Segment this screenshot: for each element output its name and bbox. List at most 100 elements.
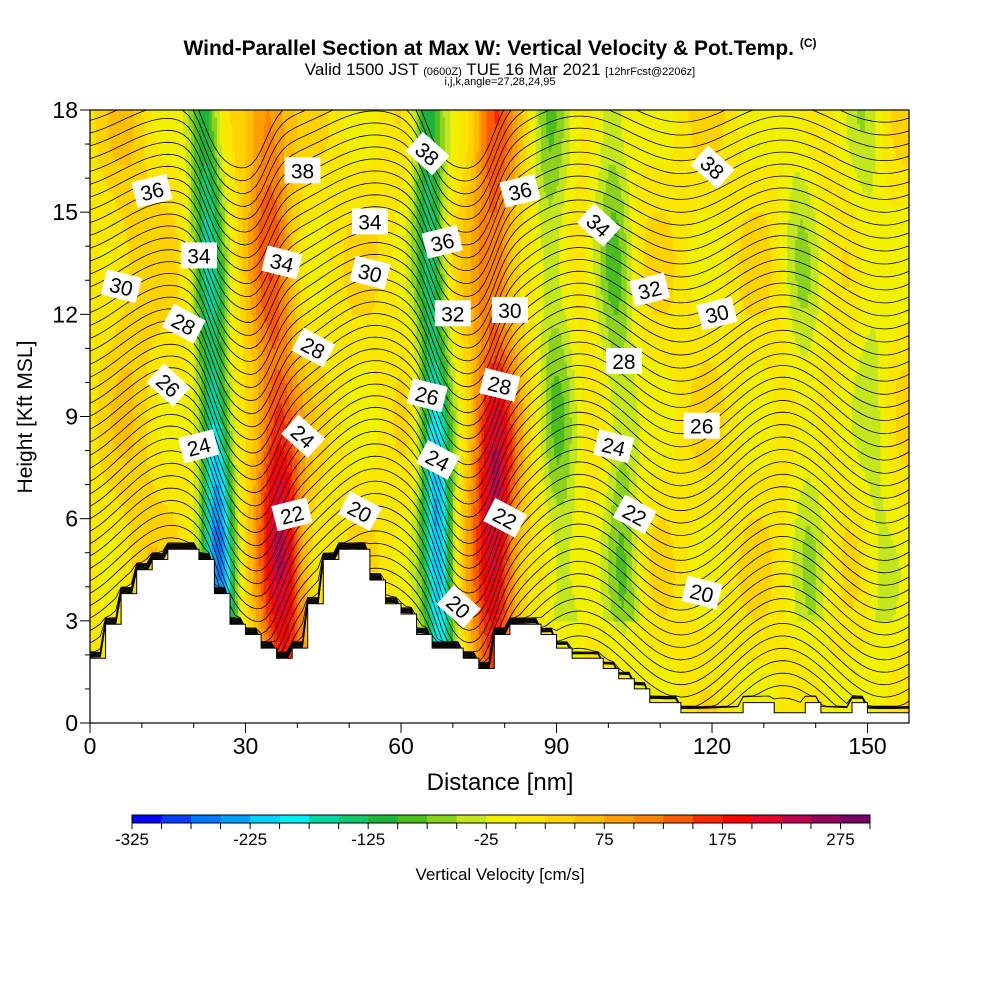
velocity-cell bbox=[90, 314, 94, 322]
velocity-cell bbox=[97, 259, 101, 268]
velocity-cell bbox=[97, 321, 101, 329]
velocity-cell bbox=[92, 525, 96, 533]
velocity-cell bbox=[105, 144, 109, 152]
velocity-cell bbox=[92, 246, 96, 254]
velocity-cell bbox=[100, 293, 104, 302]
velocity-cell bbox=[102, 355, 107, 363]
velocity-cell bbox=[105, 164, 109, 172]
velocity-cell bbox=[100, 198, 104, 206]
velocity-cell bbox=[100, 566, 104, 574]
velocity-cell bbox=[90, 300, 94, 309]
velocity-cell bbox=[92, 348, 96, 356]
velocity-cell bbox=[95, 566, 99, 574]
velocity-cell bbox=[92, 579, 96, 588]
velocity-cell bbox=[105, 116, 109, 125]
velocity-cell bbox=[102, 634, 107, 642]
velocity-cell bbox=[105, 307, 109, 315]
velocity-cell bbox=[95, 205, 99, 213]
velocity-cell bbox=[95, 341, 99, 349]
velocity-cell bbox=[90, 477, 94, 486]
velocity-cell bbox=[97, 287, 101, 295]
velocity-cell bbox=[90, 396, 94, 404]
velocity-cell bbox=[100, 607, 104, 615]
velocity-cell bbox=[97, 293, 101, 302]
velocity-cell bbox=[92, 409, 96, 418]
velocity-cell bbox=[102, 266, 107, 275]
valid-utc-label: (0600Z) bbox=[423, 66, 462, 78]
velocity-cell bbox=[100, 648, 104, 656]
velocity-cell bbox=[95, 191, 99, 200]
velocity-cell bbox=[95, 130, 99, 138]
velocity-cell bbox=[108, 477, 112, 486]
velocity-cell bbox=[95, 614, 99, 622]
velocity-cell bbox=[92, 239, 96, 247]
velocity-cell bbox=[92, 600, 96, 608]
velocity-cell bbox=[90, 586, 94, 595]
velocity-cell bbox=[97, 273, 101, 281]
velocity-cell bbox=[97, 362, 101, 370]
velocity-cell bbox=[100, 620, 104, 629]
velocity-cell bbox=[100, 518, 104, 527]
velocity-cell bbox=[97, 375, 101, 384]
velocity-cell bbox=[105, 368, 109, 377]
velocity-cell bbox=[90, 409, 94, 418]
velocity-cell bbox=[97, 157, 101, 166]
velocity-cell bbox=[92, 300, 96, 309]
velocity-cell bbox=[102, 362, 107, 370]
velocity-cell bbox=[90, 552, 94, 561]
velocity-cell bbox=[102, 171, 107, 179]
velocity-cell bbox=[105, 511, 109, 520]
velocity-cell bbox=[105, 341, 109, 349]
velocity-cell bbox=[92, 402, 96, 411]
velocity-cell bbox=[102, 409, 107, 418]
velocity-cell bbox=[102, 430, 107, 438]
velocity-cell bbox=[100, 464, 104, 472]
velocity-cell bbox=[95, 545, 99, 554]
velocity-cell bbox=[100, 389, 104, 397]
velocity-cell bbox=[90, 491, 94, 499]
velocity-cell bbox=[90, 218, 94, 227]
velocity-cell bbox=[90, 423, 94, 431]
velocity-cell bbox=[90, 430, 94, 438]
velocity-cell bbox=[95, 307, 99, 315]
velocity-cell bbox=[100, 614, 104, 622]
velocity-cell bbox=[108, 566, 112, 574]
velocity-cell bbox=[102, 334, 107, 343]
velocity-cell bbox=[100, 171, 104, 179]
velocity-cell bbox=[105, 334, 109, 343]
velocity-cell bbox=[102, 423, 107, 431]
velocity-cell bbox=[97, 110, 101, 118]
velocity-cell bbox=[95, 225, 99, 234]
velocity-cell bbox=[105, 532, 109, 540]
chart-subtitle: Valid 1500 JST (0600Z) TUE 16 Mar 2021 [… bbox=[0, 60, 1000, 82]
velocity-cell bbox=[90, 545, 94, 554]
velocity-cell bbox=[100, 110, 104, 118]
velocity-cell bbox=[90, 607, 94, 615]
velocity-cell bbox=[102, 273, 107, 281]
velocity-cell bbox=[105, 545, 109, 554]
velocity-cell bbox=[97, 341, 101, 349]
velocity-cell bbox=[95, 511, 99, 520]
velocity-cell bbox=[95, 423, 99, 431]
velocity-cell bbox=[97, 600, 101, 608]
velocity-cell bbox=[105, 443, 109, 452]
velocity-cell bbox=[105, 253, 109, 261]
velocity-cell bbox=[102, 566, 107, 574]
velocity-cell bbox=[108, 552, 112, 561]
velocity-cell bbox=[95, 539, 99, 547]
velocity-cell bbox=[90, 253, 94, 261]
velocity-cell bbox=[92, 627, 96, 636]
valid-date-label: TUE 16 Mar 2021 bbox=[466, 60, 600, 79]
velocity-cell bbox=[95, 634, 99, 642]
velocity-cell bbox=[97, 178, 101, 186]
velocity-cell bbox=[92, 327, 96, 336]
velocity-cell bbox=[97, 130, 101, 138]
velocity-cell bbox=[92, 396, 96, 404]
velocity-cell bbox=[90, 436, 94, 445]
velocity-cell bbox=[100, 586, 104, 595]
velocity-cell bbox=[95, 389, 99, 397]
velocity-cell bbox=[95, 171, 99, 179]
velocity-cell bbox=[100, 253, 104, 261]
velocity-cell bbox=[97, 184, 101, 193]
velocity-cell bbox=[97, 491, 101, 499]
